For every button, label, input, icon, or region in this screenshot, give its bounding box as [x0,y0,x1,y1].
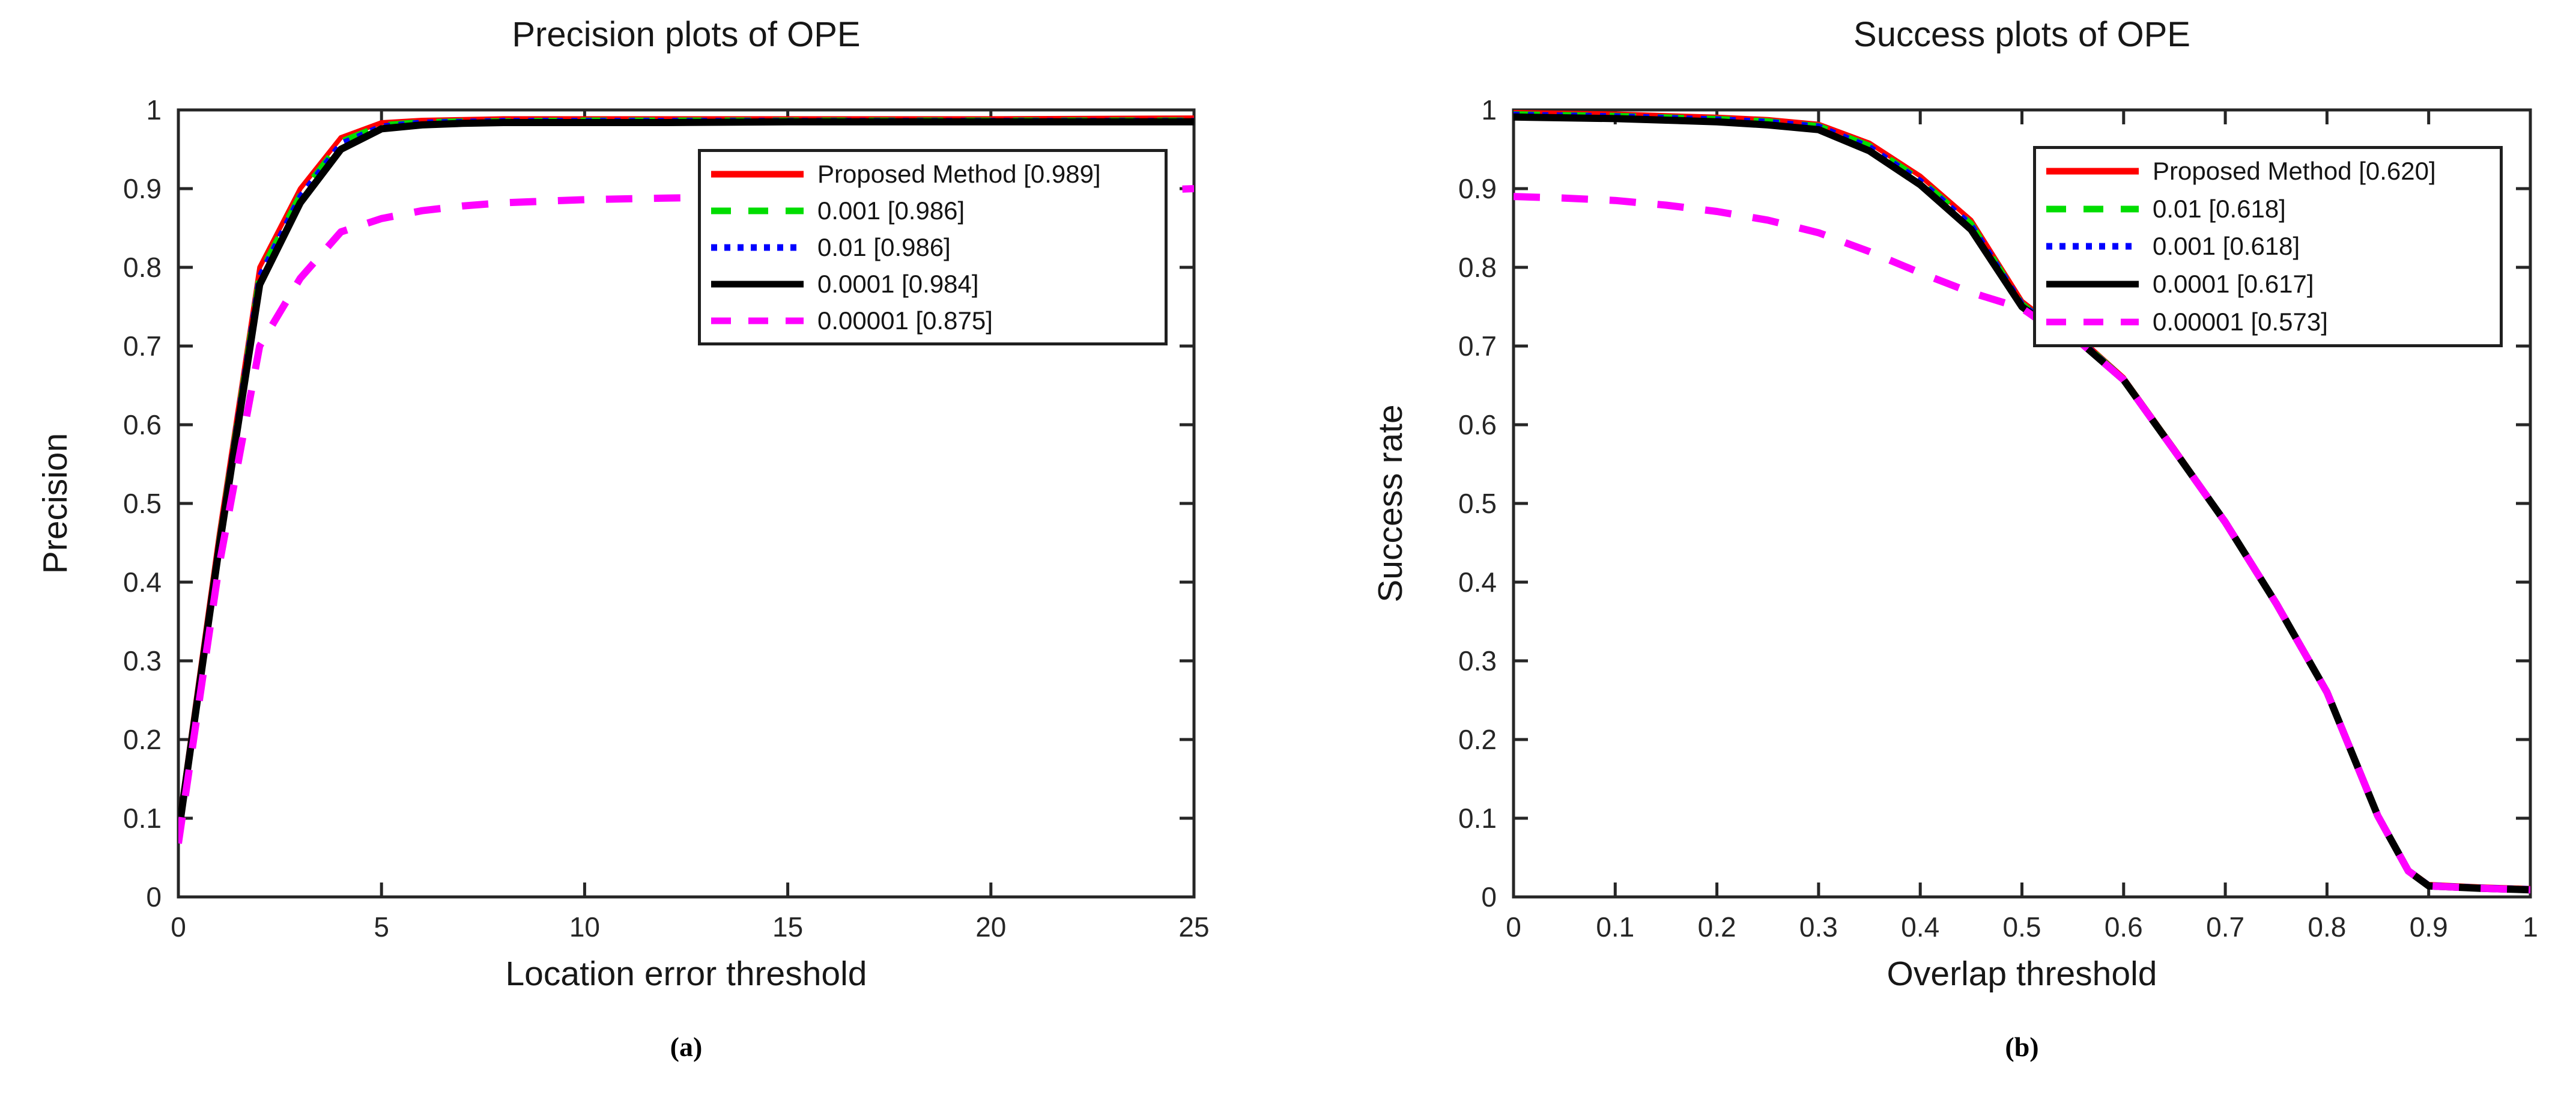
panel-letter-b: (b) [2005,1031,2039,1062]
legend-line-swatch [711,281,804,287]
svg-text:0: 0 [171,911,186,943]
success-legend-box: Proposed Method [0.620] 0.01 [0.618] 0.001… [2033,146,2503,347]
legend-entry-0-00001: 0.00001 [0.875] [709,302,1160,339]
svg-text:0.9: 0.9 [2410,911,2448,943]
svg-text:0.6: 0.6 [123,409,162,440]
success-plot-title: Success plots of OPE [1853,15,2190,54]
svg-text:0.4: 0.4 [1458,567,1497,598]
svg-text:0.2: 0.2 [123,724,162,755]
legend-entry-0-01: 0.01 [0.618] [2044,190,2495,228]
legend-entry-proposed-method: Proposed Method [0.620] [2044,153,2495,190]
legend-line-swatch [711,171,804,177]
svg-text:0.1: 0.1 [1458,803,1497,834]
legend-entry-0-001: 0.001 [0.986] [709,192,1160,229]
legend-entry-0-0001: 0.0001 [0.617] [2044,266,2495,303]
success-y-axis-label: Success rate [1371,404,1410,603]
legend-entry-label: 0.01 [0.986] [817,232,951,261]
legend-entry-label: 0.0001 [0.984] [817,269,979,298]
legend-entry-proposed-method: Proposed Method [0.989] [709,156,1160,192]
svg-text:0.5: 0.5 [123,488,162,519]
panel-letter-a: (a) [670,1031,703,1062]
legend-line-swatch [2046,243,2139,250]
svg-text:0: 0 [1506,911,1521,943]
svg-text:0.2: 0.2 [1458,724,1497,755]
panel-precision-plot: 0 5 10 15 20 25 0 0.1 0.2 0.3 0.4 0.5 0.6 0.7 0.8 0.9 1 … [36,15,1210,1062]
svg-text:0.2: 0.2 [1698,911,1736,943]
svg-text:1: 1 [146,94,162,126]
success-x-axis-label: Overlap threshold [1887,955,2157,993]
panel-success-plot: 0 0.1 0.2 0.3 0.4 0.5 0.6 0.7 0.8 0.9 1 0 0.1 0.2 0.3 0… [1288,0,2576,1118]
svg-text:20: 20 [975,911,1006,943]
precision-x-axis-label: Location error threshold [505,955,867,993]
svg-text:0.8: 0.8 [1458,252,1497,283]
svg-text:0.6: 0.6 [1458,409,1497,440]
svg-text:0.5: 0.5 [2003,911,2041,943]
precision-plot-title: Precision plots of OPE [512,15,861,54]
legend-entry-label: 0.00001 [0.573] [2153,307,2328,336]
svg-text:0.3: 0.3 [123,645,162,676]
svg-text:0.8: 0.8 [123,252,162,283]
legend-line-swatch [711,207,804,214]
legend-line-swatch [2046,281,2139,288]
svg-text:0.6: 0.6 [2105,911,2143,943]
legend-entry-label: Proposed Method [0.989] [817,159,1101,188]
legend-entry-label: 0.01 [0.618] [2153,194,2286,223]
legend-entry-0-00001: 0.00001 [0.573] [2044,303,2495,341]
svg-text:0.1: 0.1 [123,803,162,834]
svg-text:0.8: 0.8 [2308,911,2346,943]
svg-text:0.4: 0.4 [1901,911,1939,943]
svg-text:1: 1 [2523,911,2538,943]
svg-text:0.9: 0.9 [123,173,162,204]
svg-text:0.4: 0.4 [123,567,162,598]
svg-text:0.7: 0.7 [123,330,162,362]
legend-entry-label: 0.00001 [0.875] [817,306,993,335]
svg-text:5: 5 [374,911,389,943]
precision-y-axis-label: Precision [36,433,74,574]
legend-entry-0-01: 0.01 [0.986] [709,229,1160,266]
legend-entry-label: 0.001 [0.986] [817,196,965,225]
svg-text:0.7: 0.7 [2206,911,2244,943]
svg-text:0.7: 0.7 [1458,330,1497,362]
svg-text:0.3: 0.3 [1458,645,1497,676]
legend-entry-label: Proposed Method [0.620] [2153,157,2436,186]
legend-line-swatch [711,317,804,324]
svg-text:0.3: 0.3 [1799,911,1838,943]
svg-text:0.1: 0.1 [1596,911,1634,943]
svg-text:0: 0 [146,881,162,913]
legend-entry-label: 0.001 [0.618] [2153,232,2300,261]
svg-text:0.9: 0.9 [1458,173,1497,204]
legend-entry-0-0001: 0.0001 [0.984] [709,266,1160,302]
legend-entry-0-001: 0.001 [0.618] [2044,228,2495,265]
legend-line-swatch [2046,205,2139,213]
precision-legend-box: Proposed Method [0.989] 0.001 [0.986] 0.01… [698,149,1168,345]
svg-text:10: 10 [569,911,600,943]
svg-text:1: 1 [1481,94,1497,126]
legend-entry-label: 0.0001 [0.617] [2153,270,2314,299]
svg-text:15: 15 [772,911,803,943]
svg-text:0: 0 [1481,881,1497,913]
legend-line-swatch [2046,318,2139,326]
svg-text:25: 25 [1178,911,1209,943]
svg-text:0.5: 0.5 [1458,488,1497,519]
legend-line-swatch [2046,168,2139,175]
legend-line-swatch [711,244,804,251]
